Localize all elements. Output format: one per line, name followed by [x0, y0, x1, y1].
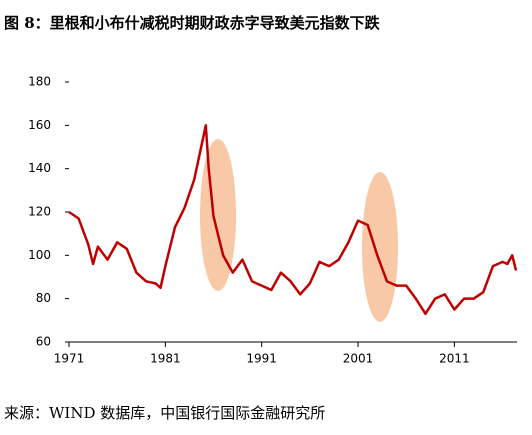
x-tick-label: 1981: [150, 352, 181, 366]
y-tick-label: 140: [28, 161, 51, 175]
chart-title: 图 8：里根和小布什减税时期财政赤字导致美元指数下跌: [4, 14, 381, 32]
y-tick-label: 160: [28, 118, 51, 132]
y-tick-label: 60: [36, 335, 51, 349]
x-tick-label: 1991: [246, 352, 277, 366]
y-tick-label: 80: [36, 291, 51, 305]
y-tick-label: 180: [28, 75, 51, 89]
source: 来源：WIND 数据库，中国银行国际金融研究所: [4, 404, 325, 422]
highlight: [362, 172, 398, 322]
x-tick-label: 2001: [343, 352, 374, 366]
y-tick-label: 100: [28, 248, 51, 262]
x-tick-label: 2011: [439, 352, 470, 366]
data-line: [68, 124, 518, 316]
x-tick-label: 1971: [54, 352, 85, 366]
y-tick-label: 120: [28, 205, 51, 219]
